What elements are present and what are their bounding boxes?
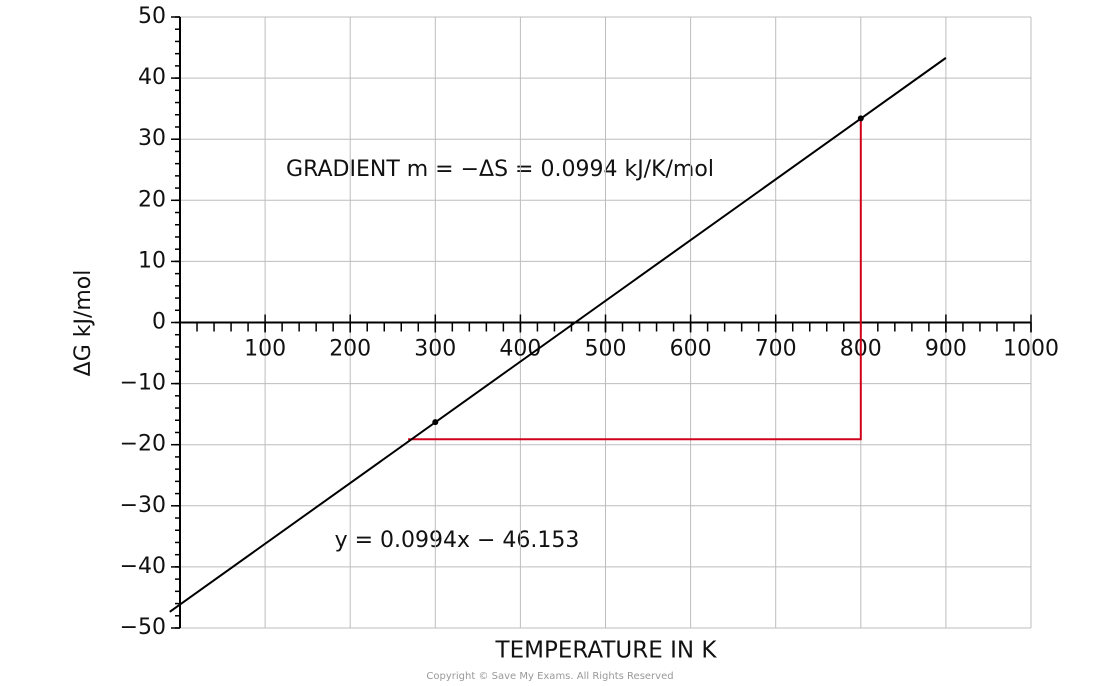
- copyright: Copyright © Save My Exams. All Rights Re…: [426, 671, 673, 682]
- x-tick-label: 900: [925, 337, 967, 362]
- y-tick-label: −10: [120, 371, 166, 396]
- x-tick-label: 1000: [1003, 337, 1059, 362]
- x-tick-label: 700: [755, 337, 797, 362]
- x-axis-label: TEMPERATURE IN K: [495, 638, 718, 664]
- x-tick-label: 300: [414, 337, 456, 362]
- y-tick-label: 20: [138, 187, 166, 212]
- y-tick-label: 40: [138, 65, 166, 90]
- x-tick-label: 200: [329, 337, 371, 362]
- y-tick-label: −40: [120, 554, 166, 579]
- y-tick-label: −30: [120, 493, 166, 518]
- y-axis-label: ΔG kJ/mol: [71, 270, 96, 377]
- y-tick-label: 0: [152, 310, 166, 335]
- x-tick-label: 400: [499, 337, 541, 362]
- y-tick-label: 30: [138, 126, 166, 151]
- gradient-triangle: [408, 118, 862, 441]
- y-tick-label: 10: [138, 248, 166, 273]
- equation-annotation: y = 0.0994x − 46.153: [335, 528, 580, 553]
- fit-line: [169, 57, 947, 613]
- x-tick-label: 500: [585, 337, 627, 362]
- x-tick-label: 600: [670, 337, 712, 362]
- x-tick-label: 100: [244, 337, 286, 362]
- gradient-annotation: GRADIENT m = −ΔS = 0.0994 kJ/K/mol: [286, 157, 714, 182]
- point: [857, 115, 864, 122]
- point: [432, 419, 439, 426]
- y-tick-label: −50: [120, 615, 166, 640]
- y-tick-label: −20: [120, 432, 166, 457]
- y-tick-label: 50: [138, 4, 166, 29]
